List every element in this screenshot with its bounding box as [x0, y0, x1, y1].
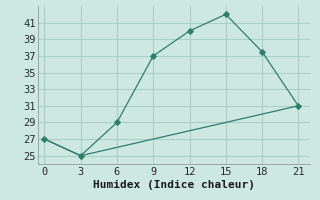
X-axis label: Humidex (Indice chaleur): Humidex (Indice chaleur): [93, 180, 255, 190]
